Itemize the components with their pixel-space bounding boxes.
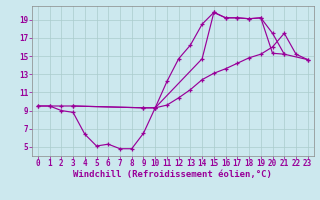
X-axis label: Windchill (Refroidissement éolien,°C): Windchill (Refroidissement éolien,°C)	[73, 170, 272, 179]
